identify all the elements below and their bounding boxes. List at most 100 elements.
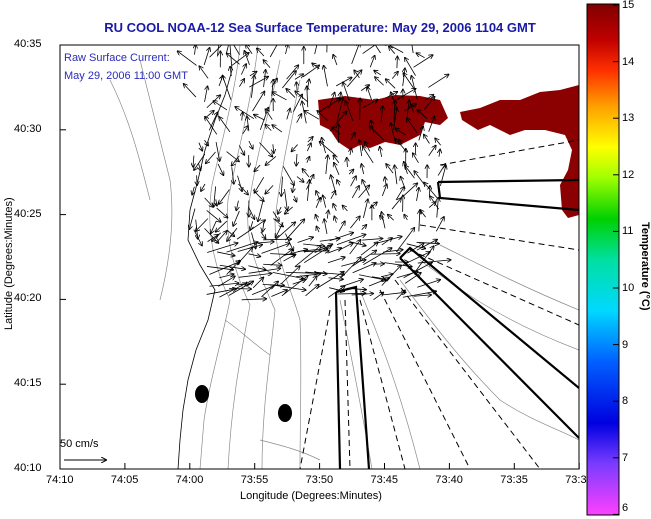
current-vector	[307, 157, 310, 163]
current-vector	[254, 164, 261, 171]
scale-label: 50 cm/s	[60, 438, 99, 450]
current-vector	[418, 127, 423, 141]
current-vector	[263, 220, 265, 231]
colorbar-tick-label: 15	[622, 0, 635, 11]
current-vector	[316, 272, 344, 289]
current-vector	[349, 240, 361, 255]
current-vector	[360, 242, 378, 256]
current-vector	[216, 45, 220, 57]
current-vector	[249, 72, 257, 77]
current-vector	[285, 219, 304, 241]
current-vector	[402, 183, 417, 197]
current-vector	[411, 104, 414, 113]
x-tick-label: 73:35	[500, 474, 528, 486]
current-vector	[307, 86, 308, 108]
current-vector	[327, 257, 345, 264]
current-vector	[359, 274, 386, 280]
current-vector	[272, 272, 304, 278]
sst-warm-patch	[318, 85, 579, 218]
current-vector	[209, 283, 238, 287]
current-vector	[258, 200, 264, 222]
x-tick-label: 74:05	[110, 474, 139, 486]
colorbar-tick-label: 13	[622, 112, 635, 125]
current-vector	[286, 109, 290, 120]
current-vector	[428, 74, 448, 88]
current-vector	[252, 278, 263, 289]
current-vector	[284, 189, 287, 210]
current-vector	[411, 45, 414, 54]
current-vector	[358, 185, 370, 199]
current-vector	[330, 191, 336, 200]
current-vector	[247, 117, 249, 132]
colorbar-tick-label: 14	[622, 55, 635, 68]
current-vector	[264, 70, 266, 88]
current-vector	[272, 211, 279, 221]
current-vector	[417, 280, 440, 288]
current-vector	[226, 151, 239, 162]
current-vector	[362, 100, 378, 109]
current-vector	[334, 216, 336, 223]
current-vector	[273, 144, 274, 153]
current-vector	[238, 183, 248, 195]
current-vector	[226, 261, 240, 275]
current-vector	[261, 243, 290, 254]
current-vector	[420, 210, 426, 218]
current-vector	[328, 278, 343, 280]
current-vector	[393, 108, 397, 131]
current-vector	[404, 215, 407, 221]
current-vector	[201, 183, 206, 191]
current-vector	[385, 177, 386, 185]
current-vector	[281, 276, 308, 297]
current-vector	[363, 199, 367, 218]
current-vector	[262, 285, 284, 286]
y-tick-label: 40:20	[14, 292, 42, 305]
current-vector	[285, 233, 293, 251]
current-vector	[437, 164, 445, 176]
current-vector	[265, 125, 272, 131]
current-vector	[216, 220, 228, 232]
current-vector	[219, 264, 245, 269]
current-vector	[413, 55, 432, 68]
current-vector	[336, 98, 343, 122]
current-vector	[350, 148, 351, 156]
current-vector	[293, 94, 302, 112]
colorbar-tick-label: 9	[622, 338, 629, 351]
current-vector	[307, 180, 309, 201]
current-vector	[391, 72, 398, 79]
current-vector	[428, 146, 436, 156]
current-label-line1: Raw Surface Current:	[64, 52, 170, 64]
current-vector	[219, 283, 246, 298]
current-vector	[238, 145, 244, 155]
current-vector	[233, 45, 240, 55]
current-vector	[343, 206, 348, 212]
current-vector	[361, 225, 367, 230]
current-vector	[205, 117, 218, 135]
current-vector	[178, 51, 197, 66]
current-vector	[286, 65, 299, 80]
current-vector	[314, 244, 333, 254]
current-vector	[368, 278, 389, 287]
current-vector	[395, 128, 406, 136]
current-vector	[386, 164, 394, 174]
current-vector	[261, 281, 278, 298]
current-vector	[324, 219, 328, 235]
current-vector	[232, 167, 234, 184]
current-vector	[302, 101, 307, 124]
current-vector	[241, 64, 246, 75]
current-vector	[317, 111, 328, 121]
current-vector	[204, 197, 213, 207]
current-vector	[297, 237, 313, 243]
current-vector	[263, 60, 271, 69]
current-vector	[350, 133, 355, 141]
current-vector	[346, 101, 354, 122]
current-vector	[337, 180, 340, 186]
current-vector	[296, 114, 302, 123]
current-vector	[283, 254, 296, 262]
colorbar-tick-label: 8	[622, 395, 629, 408]
current-vector	[411, 76, 418, 100]
current-vector	[346, 70, 361, 88]
current-vector	[214, 186, 216, 206]
current-vector	[207, 243, 238, 253]
coastline	[60, 45, 233, 469]
current-vector	[192, 186, 194, 195]
